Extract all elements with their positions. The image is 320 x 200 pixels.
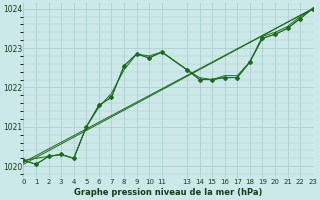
X-axis label: Graphe pression niveau de la mer (hPa): Graphe pression niveau de la mer (hPa) <box>74 188 262 197</box>
